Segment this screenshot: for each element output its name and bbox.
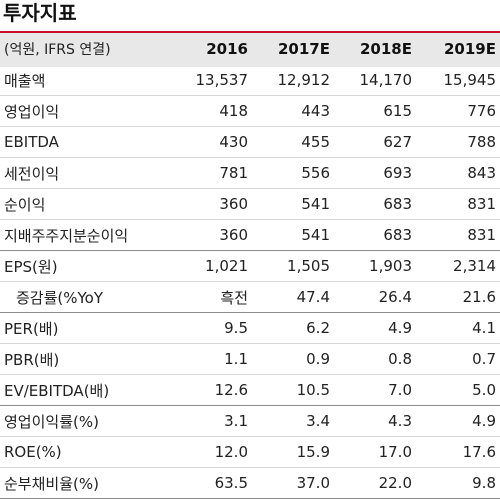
table-row: PER(배) 9.5 6.2 4.9 4.1 (0, 312, 500, 344)
row-label: 순이익 (0, 188, 170, 220)
row-label: PBR(배) (0, 343, 170, 375)
cell-value: 556 (252, 157, 334, 189)
cell-value: 776 (416, 95, 500, 127)
cell-value: 443 (252, 95, 334, 127)
table-row: 순이익 360 541 683 831 (0, 188, 500, 220)
table-row: 매출액 13,537 12,912 14,170 15,945 (0, 65, 500, 96)
cell-value: 0.8 (334, 343, 416, 375)
table-row: 증감률(%YoY 흑전 47.4 26.4 21.6 (0, 281, 500, 313)
table-row: 지배주주지분순이익 360 541 683 831 (0, 219, 500, 251)
unit-label: (억원, IFRS 연결) (4, 42, 111, 58)
year-header: 2018E (360, 40, 412, 58)
row-label: PER(배) (0, 312, 170, 344)
cell-value: 37.0 (252, 467, 334, 499)
cell-value: 13,537 (170, 65, 252, 96)
cell-value: 14,170 (334, 65, 416, 96)
table-row: EV/EBITDA(배) 12.6 10.5 7.0 5.0 (0, 374, 500, 406)
cell-value: 63.5 (170, 467, 252, 499)
cell-value: 1,505 (252, 250, 334, 282)
cell-value: 1,903 (334, 250, 416, 282)
cell-value: 627 (334, 126, 416, 158)
cell-value: 10.5 (252, 374, 334, 406)
cell-value: 455 (252, 126, 334, 158)
cell-value: 843 (416, 157, 500, 189)
cell-value: 9.8 (416, 467, 500, 499)
cell-value: 541 (252, 188, 334, 220)
cell-value: 4.1 (416, 312, 500, 344)
table-row: PBR(배) 1.1 0.9 0.8 0.7 (0, 343, 500, 375)
row-label: EV/EBITDA(배) (0, 374, 170, 406)
cell-value: 5.0 (416, 374, 500, 406)
cell-value: 2,314 (416, 250, 500, 282)
cell-value: 788 (416, 126, 500, 158)
cell-value: 9.5 (170, 312, 252, 344)
cell-value: 360 (170, 188, 252, 220)
cell-value: 418 (170, 95, 252, 127)
cell-value: 15,945 (416, 65, 500, 96)
cell-value: 4.9 (334, 312, 416, 344)
cell-value: 683 (334, 188, 416, 220)
cell-value: 831 (416, 219, 500, 251)
cell-value: 3.4 (252, 405, 334, 437)
year-header: 2017E (278, 40, 330, 58)
year-header: 2016 (206, 40, 248, 58)
row-label: 지배주주지분순이익 (0, 219, 170, 251)
cell-value: 430 (170, 126, 252, 158)
cell-value: 4.9 (416, 405, 500, 437)
cell-value: 1,021 (170, 250, 252, 282)
cell-value: 3.1 (170, 405, 252, 437)
cell-value: 7.0 (334, 374, 416, 406)
cell-value: 781 (170, 157, 252, 189)
cell-value: 26.4 (334, 281, 416, 313)
cell-value: 683 (334, 219, 416, 251)
year-header: 2019E (444, 40, 496, 58)
cell-value: 4.3 (334, 405, 416, 437)
cell-value: 6.2 (252, 312, 334, 344)
table-row: 순부채비율(%) 63.5 37.0 22.0 9.8 (0, 467, 500, 499)
header-band (0, 31, 500, 67)
cell-value: 12.6 (170, 374, 252, 406)
cell-value: 0.7 (416, 343, 500, 375)
cell-value: 360 (170, 219, 252, 251)
page-title: 투자지표 (3, 1, 77, 25)
row-label: 매출액 (0, 65, 170, 96)
table-row: EPS(원) 1,021 1,505 1,903 2,314 (0, 250, 500, 282)
cell-value: 12,912 (252, 65, 334, 96)
row-label: 증감률(%YoY (0, 281, 170, 313)
cell-value: 흑전 (170, 281, 252, 313)
table-row: 영업이익 418 443 615 776 (0, 95, 500, 127)
cell-value: 0.9 (252, 343, 334, 375)
cell-value: 831 (416, 188, 500, 220)
row-label: 영업이익률(%) (0, 405, 170, 437)
indicators-table: (억원, IFRS 연결) 2016 2017E 2018E 2019E 매출액… (0, 33, 500, 499)
row-label: 순부채비율(%) (0, 467, 170, 499)
header-row: (억원, IFRS 연결) 2016 2017E 2018E 2019E (0, 33, 500, 65)
table-row: 영업이익률(%) 3.1 3.4 4.3 4.9 (0, 405, 500, 437)
table-row: 세전이익 781 556 693 843 (0, 157, 500, 189)
cell-value: 541 (252, 219, 334, 251)
row-label: EPS(원) (0, 250, 170, 282)
row-label: EBITDA (0, 126, 170, 158)
cell-value: 1.1 (170, 343, 252, 375)
cell-value: 615 (334, 95, 416, 127)
cell-value: 21.6 (416, 281, 500, 313)
cell-value: 693 (334, 157, 416, 189)
cell-value: 22.0 (334, 467, 416, 499)
cell-value: 47.4 (252, 281, 334, 313)
row-label: 영업이익 (0, 95, 170, 127)
row-label: 세전이익 (0, 157, 170, 189)
table-row: EBITDA 430 455 627 788 (0, 126, 500, 158)
